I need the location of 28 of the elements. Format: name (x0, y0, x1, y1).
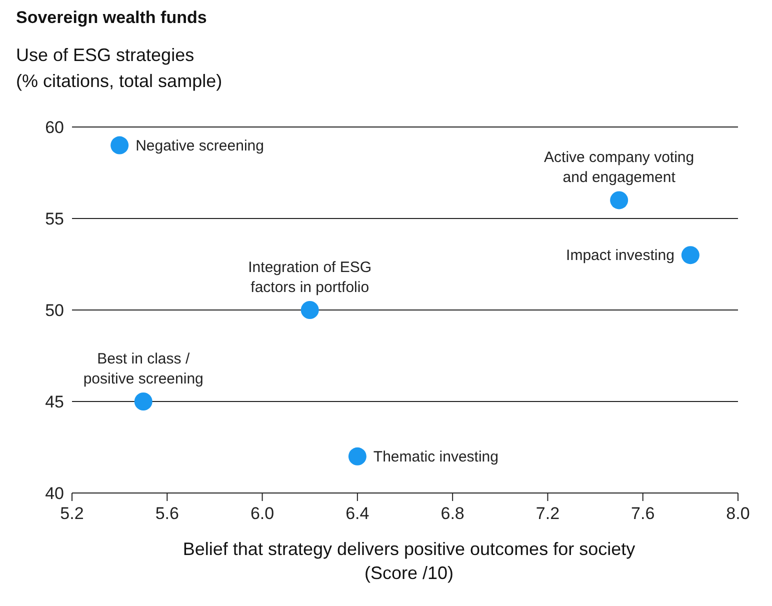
point (110, 136, 129, 154)
x-tick-label: 7.6 (631, 504, 655, 524)
point (134, 392, 152, 410)
x-tick-label: 6.8 (440, 504, 464, 524)
y-tick-label: 50 (45, 301, 64, 320)
annotation: Impact investing (566, 247, 674, 264)
annotation: Negative screening (136, 137, 264, 154)
annotation: Best in class / positive screening (83, 350, 204, 388)
y-tick-label: 40 (45, 484, 64, 504)
x-tick-label: 8.0 (726, 504, 750, 524)
chart-title: Sovereign wealth funds (16, 8, 208, 28)
annotation: Integration of ESG factors in portfolio (248, 259, 372, 296)
x-tick-label: 6.4 (346, 504, 370, 524)
annotation: Thematic investing (373, 448, 498, 466)
x-tick-label: 5.2 (60, 504, 84, 524)
y-tick-label: 45 (45, 392, 64, 412)
x-tick-label: 7.2 (536, 504, 560, 524)
point (348, 447, 366, 466)
point (610, 191, 628, 210)
annotation: Active company voting and engagement (544, 149, 694, 186)
x-tick-label: 5.6 (155, 504, 179, 524)
y-axis-title: Use of ESG strategies (% citations, total sample) (16, 44, 224, 93)
y-tick-label: 55 (45, 210, 64, 229)
point (300, 301, 319, 319)
y-tick-label: 60 (45, 118, 64, 138)
point (681, 246, 700, 264)
x-axis-title: Belief that strategy delivers positive outcomes for society (Score /10) (182, 538, 636, 585)
x-tick-label: 6.0 (250, 504, 274, 524)
